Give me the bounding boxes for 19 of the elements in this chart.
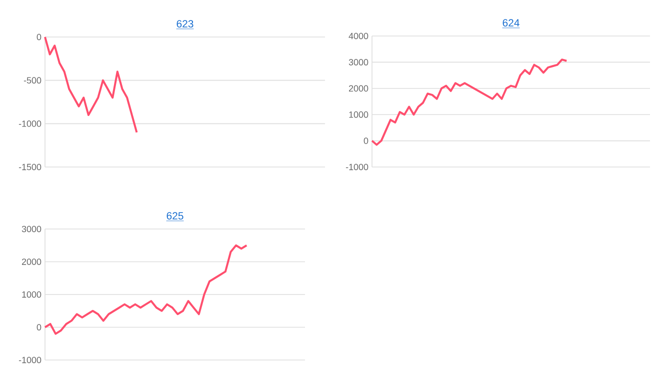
- y-tick-label: -500: [24, 77, 42, 84]
- y-tick-label: 1000: [349, 111, 368, 118]
- line-series: [44, 244, 248, 335]
- chart-title: 623: [176, 20, 194, 28]
- y-tick-label: 3000: [22, 226, 42, 232]
- y-tick-label: 2000: [22, 258, 42, 265]
- chart-title: 625: [166, 212, 184, 220]
- y-tick-label: 1000: [22, 291, 42, 298]
- y-tick-label: 4000: [348, 32, 368, 40]
- y-tick-label: -1000: [18, 120, 42, 127]
- y-tick-label: 0: [364, 138, 368, 144]
- chart-title: 624: [502, 19, 520, 27]
- y-tick-label: 2000: [348, 85, 368, 92]
- y-tick-label: 0: [36, 34, 42, 40]
- y-tick-label: -1500: [18, 164, 42, 170]
- y-tick-label: 0: [36, 324, 42, 330]
- y-tick-label: -1000: [346, 164, 368, 170]
- y-tick-label: -1000: [18, 356, 42, 364]
- y-tick-label: 3000: [348, 59, 368, 66]
